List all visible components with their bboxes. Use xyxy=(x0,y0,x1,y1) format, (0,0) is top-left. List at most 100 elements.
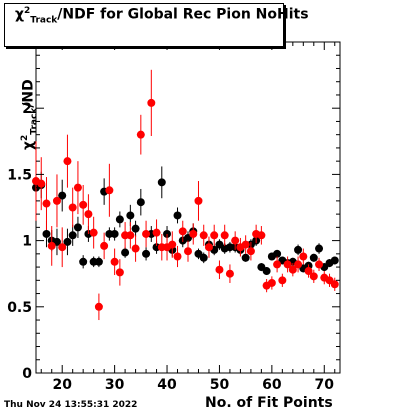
point-marker xyxy=(283,260,292,269)
data-point xyxy=(299,248,308,265)
data-point xyxy=(278,273,287,287)
data-point xyxy=(330,277,339,291)
data-point xyxy=(63,134,72,188)
point-marker xyxy=(273,249,282,258)
data-point xyxy=(315,257,324,272)
title-rest: /NDF for Global Rec Pion NoHits xyxy=(57,6,309,23)
point-marker xyxy=(110,229,119,238)
data-point xyxy=(110,227,119,241)
point-marker xyxy=(89,228,98,237)
data-point xyxy=(68,224,77,246)
point-marker xyxy=(204,243,213,252)
point-marker xyxy=(37,179,46,188)
data-point xyxy=(288,263,297,277)
data-point xyxy=(189,223,198,245)
data-point xyxy=(262,267,271,276)
point-marker xyxy=(241,253,250,262)
data-point xyxy=(94,293,103,321)
data-point xyxy=(231,231,240,250)
data-point xyxy=(304,264,313,278)
point-marker xyxy=(110,257,119,266)
y-tick-label: 2 xyxy=(22,101,32,117)
point-marker xyxy=(147,98,156,107)
ylabel-sub: Track xyxy=(29,107,40,135)
point-marker xyxy=(225,269,234,278)
point-marker xyxy=(142,229,151,238)
data-point xyxy=(94,256,103,268)
point-marker xyxy=(63,157,72,166)
data-point xyxy=(267,276,276,290)
point-marker xyxy=(79,200,88,209)
x-tick-label: 30 xyxy=(105,377,125,393)
data-point xyxy=(58,179,67,212)
data-point xyxy=(210,224,219,246)
data-point xyxy=(52,174,61,228)
point-marker xyxy=(309,253,318,262)
point-marker xyxy=(215,265,224,274)
point-marker xyxy=(178,227,187,236)
x-tick-label: 40 xyxy=(157,377,177,393)
data-point xyxy=(241,235,250,254)
data-point xyxy=(136,188,145,216)
point-marker xyxy=(184,247,192,256)
data-point xyxy=(199,224,208,246)
point-marker xyxy=(199,231,208,240)
point-marker xyxy=(42,199,51,208)
y-axis-title: χ2Track/ND xyxy=(20,79,39,150)
point-marker xyxy=(199,253,208,262)
point-marker xyxy=(330,256,339,265)
point-marker xyxy=(68,231,77,240)
data-point xyxy=(142,220,151,248)
data-point xyxy=(273,256,282,273)
data-point xyxy=(42,220,51,248)
point-marker xyxy=(115,215,124,224)
data-point xyxy=(152,219,161,246)
data-point xyxy=(173,245,182,268)
point-marker xyxy=(136,198,145,207)
point-marker xyxy=(278,276,287,285)
data-point xyxy=(68,187,77,228)
point-marker xyxy=(288,265,297,274)
point-marker xyxy=(173,211,182,220)
data-point xyxy=(294,244,303,256)
data-point xyxy=(121,247,130,258)
data-point xyxy=(220,224,229,246)
point-marker xyxy=(246,247,255,256)
y-tick-label: 1.5 xyxy=(7,167,32,183)
point-marker xyxy=(47,241,56,250)
data-point xyxy=(131,235,140,262)
data-point xyxy=(115,211,124,228)
point-marker xyxy=(58,243,67,252)
data-point xyxy=(178,220,187,242)
point-marker xyxy=(294,245,303,254)
data-point xyxy=(79,255,88,269)
point-marker xyxy=(189,229,198,238)
data-point xyxy=(142,247,151,261)
point-marker xyxy=(94,257,103,266)
point-marker xyxy=(136,130,145,139)
x-tick-label: 50 xyxy=(210,377,230,393)
point-marker xyxy=(294,260,303,269)
point-marker xyxy=(84,210,93,219)
title-sup: 2 xyxy=(24,6,31,16)
data-point xyxy=(131,220,140,237)
point-marker xyxy=(157,178,166,187)
data-point xyxy=(283,256,292,273)
title-box: χ2Track/NDF for Global Rec Pion NoHits xyxy=(4,3,309,47)
point-marker xyxy=(173,252,182,261)
data-point xyxy=(84,194,93,234)
y-tick-label: 0.5 xyxy=(7,300,32,316)
data-point xyxy=(58,227,67,268)
data-point xyxy=(225,264,234,283)
data-point xyxy=(126,204,135,227)
point-marker xyxy=(131,244,140,253)
data-point xyxy=(79,184,88,225)
point-marker xyxy=(63,237,72,246)
point-marker xyxy=(267,278,276,287)
data-point xyxy=(246,241,255,261)
chart-title: χ2Track/NDF for Global Rec Pion NoHits xyxy=(15,6,309,25)
data-point xyxy=(184,240,192,262)
point-marker xyxy=(330,280,339,289)
data-point xyxy=(73,161,82,215)
